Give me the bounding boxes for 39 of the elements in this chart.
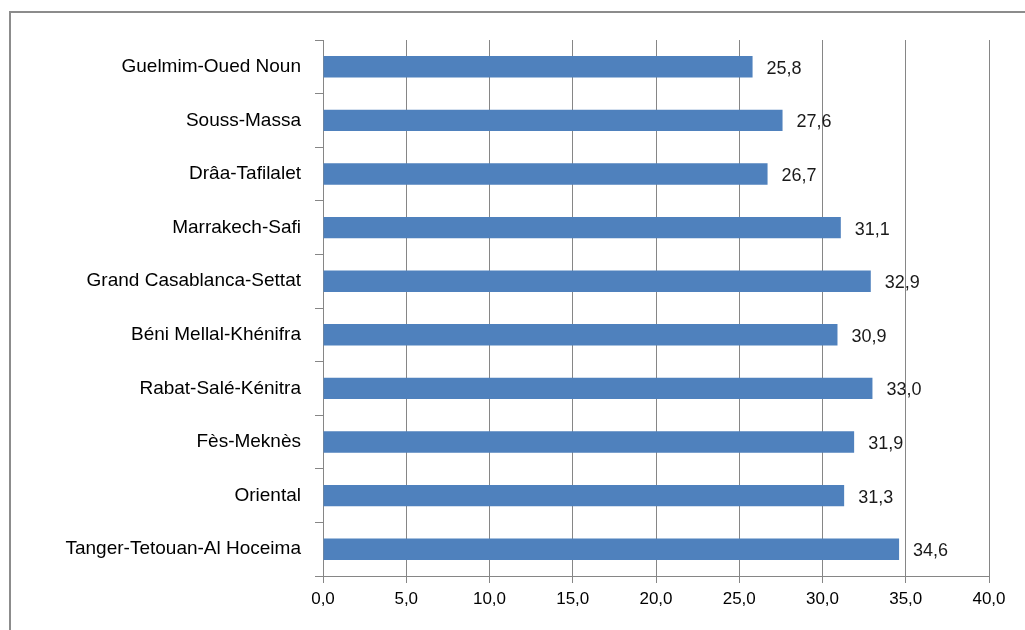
y-tick-label: Drâa-Tafilalet [189, 162, 302, 184]
bar [323, 324, 838, 346]
y-tick-label: Oriental [234, 483, 301, 505]
data-label: 31,1 [854, 218, 890, 239]
x-tick-label: 0,0 [311, 588, 335, 608]
x-tick-label: 35,0 [889, 588, 923, 608]
data-label: 31,9 [868, 432, 904, 453]
y-tick-label: Guelmim-Oued Noun [121, 55, 301, 77]
bar [323, 216, 841, 239]
x-tick-label: 40,0 [972, 588, 1006, 608]
y-tick-label: Marrakech-Safi [172, 215, 301, 237]
x-tick-label: 20,0 [639, 588, 673, 608]
bar [323, 56, 753, 78]
data-label: 34,6 [913, 540, 949, 561]
x-tick-label: 10,0 [472, 588, 507, 608]
y-tick-label: Rabat-Salé-Kénitra [139, 376, 302, 398]
bar [323, 270, 871, 292]
bar [323, 431, 855, 453]
x-tick-label: 30,0 [805, 588, 840, 608]
bar [323, 538, 900, 560]
y-tick-label: Tanger-Tetouan-Al Hoceima [65, 537, 302, 559]
y-tick-label: Souss-Massa [185, 108, 302, 130]
data-label: 25,8 [766, 57, 802, 78]
x-tick-label: 25,0 [722, 588, 756, 608]
data-label: 27,6 [796, 111, 832, 132]
x-tick-label: 5,0 [394, 588, 419, 608]
data-label: 32,9 [884, 272, 920, 293]
data-label: 30,9 [851, 325, 887, 346]
y-tick-label: Béni Mellal-Khénifra [130, 323, 302, 345]
data-label: 31,3 [858, 486, 894, 507]
data-label: 33,0 [886, 379, 922, 400]
x-tick-label: 15,0 [556, 588, 590, 608]
bar [323, 377, 873, 400]
y-tick-label: Grand Casablanca-Settat [86, 269, 302, 291]
y-tick-label: Fès-Meknès [196, 430, 301, 452]
bar [323, 109, 783, 132]
bar [323, 163, 768, 185]
bar [323, 484, 845, 507]
data-label: 26,7 [781, 164, 817, 185]
